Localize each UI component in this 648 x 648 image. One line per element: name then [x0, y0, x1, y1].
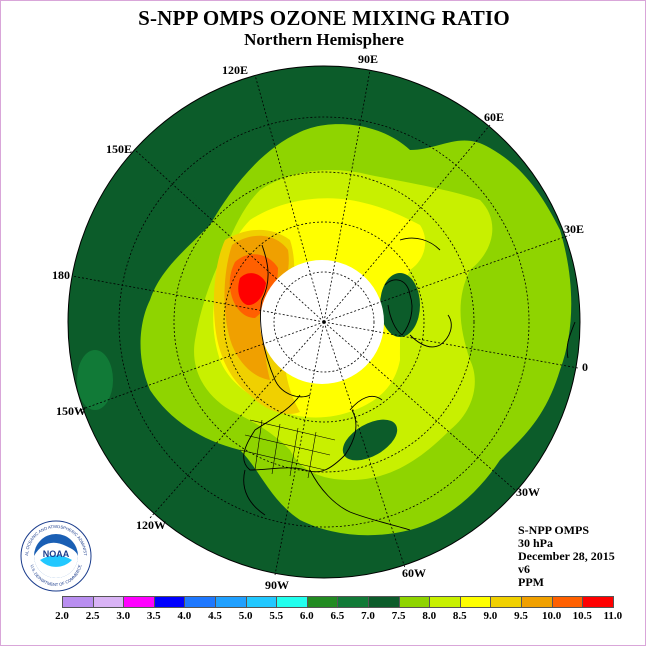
- field-lobe-pacific: [171, 195, 199, 215]
- colorbar-swatch: [245, 596, 278, 608]
- field-lobe-west: [77, 350, 113, 410]
- colorbar-swatch: [368, 596, 400, 608]
- colorbar-tick-label: 6.5: [330, 610, 345, 622]
- us-state-boundaries: [239, 419, 336, 479]
- colorbar-tick-label: 3.5: [146, 610, 161, 622]
- colorbar-swatch: [184, 596, 216, 608]
- lon-label-150w: 150W: [56, 404, 86, 418]
- colorbar-swatch: [459, 596, 492, 608]
- lon-label-90w: 90W: [265, 578, 289, 592]
- colorbar-tick-label: 10.5: [572, 610, 592, 622]
- colorbar-swatch: [306, 596, 339, 608]
- info-version: v6: [518, 562, 530, 576]
- dataset-info: S-NPP OMPS 30 hPa December 28, 2015 v6 P…: [518, 524, 615, 589]
- colorbar-swatch: [582, 596, 614, 608]
- colorbar-tick-label: 5.0: [238, 610, 253, 622]
- lon-label-180: 180: [52, 268, 70, 282]
- colorbar-swatch: [92, 596, 125, 608]
- colorbar-tick-label: 10.0: [541, 610, 562, 622]
- colorbar-tick-label: 2.0: [55, 610, 69, 622]
- field-lobe-europe: [380, 273, 420, 337]
- lon-label-60e: 60E: [484, 110, 505, 124]
- colorbar-swatch: [276, 596, 308, 608]
- colorbar-tick-label: 3.0: [116, 610, 131, 622]
- info-units: PPM: [518, 575, 544, 589]
- noaa-logo: NOAA NATIONAL OCEANIC AND ATMOSPHERIC AD…: [20, 520, 92, 592]
- map-boundary: [67, 65, 581, 579]
- colorbar-swatch: [153, 596, 186, 608]
- colorbar-swatch: [123, 596, 155, 608]
- lon-label-150e: 150E: [106, 142, 133, 156]
- colorbar-tick-label: 11.0: [603, 610, 623, 622]
- lon-label-0: 0: [582, 360, 588, 374]
- map-title: S-NPP OMPS OZONE MIXING RATIO: [138, 6, 510, 30]
- colorbar-tick-label: 5.5: [269, 610, 284, 622]
- colorbar-tick-label: 9.5: [514, 610, 528, 622]
- lon-label-60w: 60W: [402, 566, 426, 580]
- colorbar-swatch: [337, 596, 369, 608]
- colorbar-tick-label: 8.0: [422, 610, 437, 622]
- lon-label-30e: 30E: [564, 222, 585, 236]
- colorbar-tick-label: 9.0: [483, 610, 498, 622]
- field-lobe-atlantic: [342, 419, 398, 461]
- colorbar-tick-label: 8.5: [452, 610, 467, 622]
- colorbar-tick-label: 6.0: [299, 610, 314, 622]
- lon-label-90e: 90E: [358, 52, 379, 66]
- lon-label-120e: 120E: [222, 63, 249, 77]
- colorbar-swatch: [551, 596, 584, 608]
- colorbar-tick-label: 4.5: [208, 610, 222, 622]
- lon-label-120w: 120W: [136, 518, 166, 532]
- colorbar-swatch: [398, 596, 431, 608]
- colorbar-swatch: [429, 596, 461, 608]
- lon-label-30w: 30W: [516, 485, 540, 499]
- latitude-circles: [118, 116, 530, 528]
- colorbar-tick-label: 7.5: [391, 610, 406, 622]
- meridian-lines: [71, 69, 579, 576]
- field-red: [238, 273, 266, 306]
- colorbar: [62, 596, 614, 608]
- info-pressure: 30 hPa: [518, 536, 554, 550]
- colorbar-swatch: [490, 596, 522, 608]
- colorbar-swatch: [62, 596, 94, 608]
- colorbar-tick-label: 7.0: [361, 610, 375, 622]
- info-date: December 28, 2015: [518, 549, 615, 563]
- colorbar-tick-label: 4.0: [177, 610, 192, 622]
- colorbar-tick-label: 2.5: [85, 610, 100, 622]
- colorbar-swatch: [521, 596, 553, 608]
- colorbar-swatch: [215, 596, 247, 608]
- map-subtitle: Northern Hemisphere: [244, 30, 404, 49]
- coastlines: [243, 237, 576, 531]
- logo-wordmark: NOAA: [43, 549, 70, 559]
- info-instrument: S-NPP OMPS: [518, 523, 589, 537]
